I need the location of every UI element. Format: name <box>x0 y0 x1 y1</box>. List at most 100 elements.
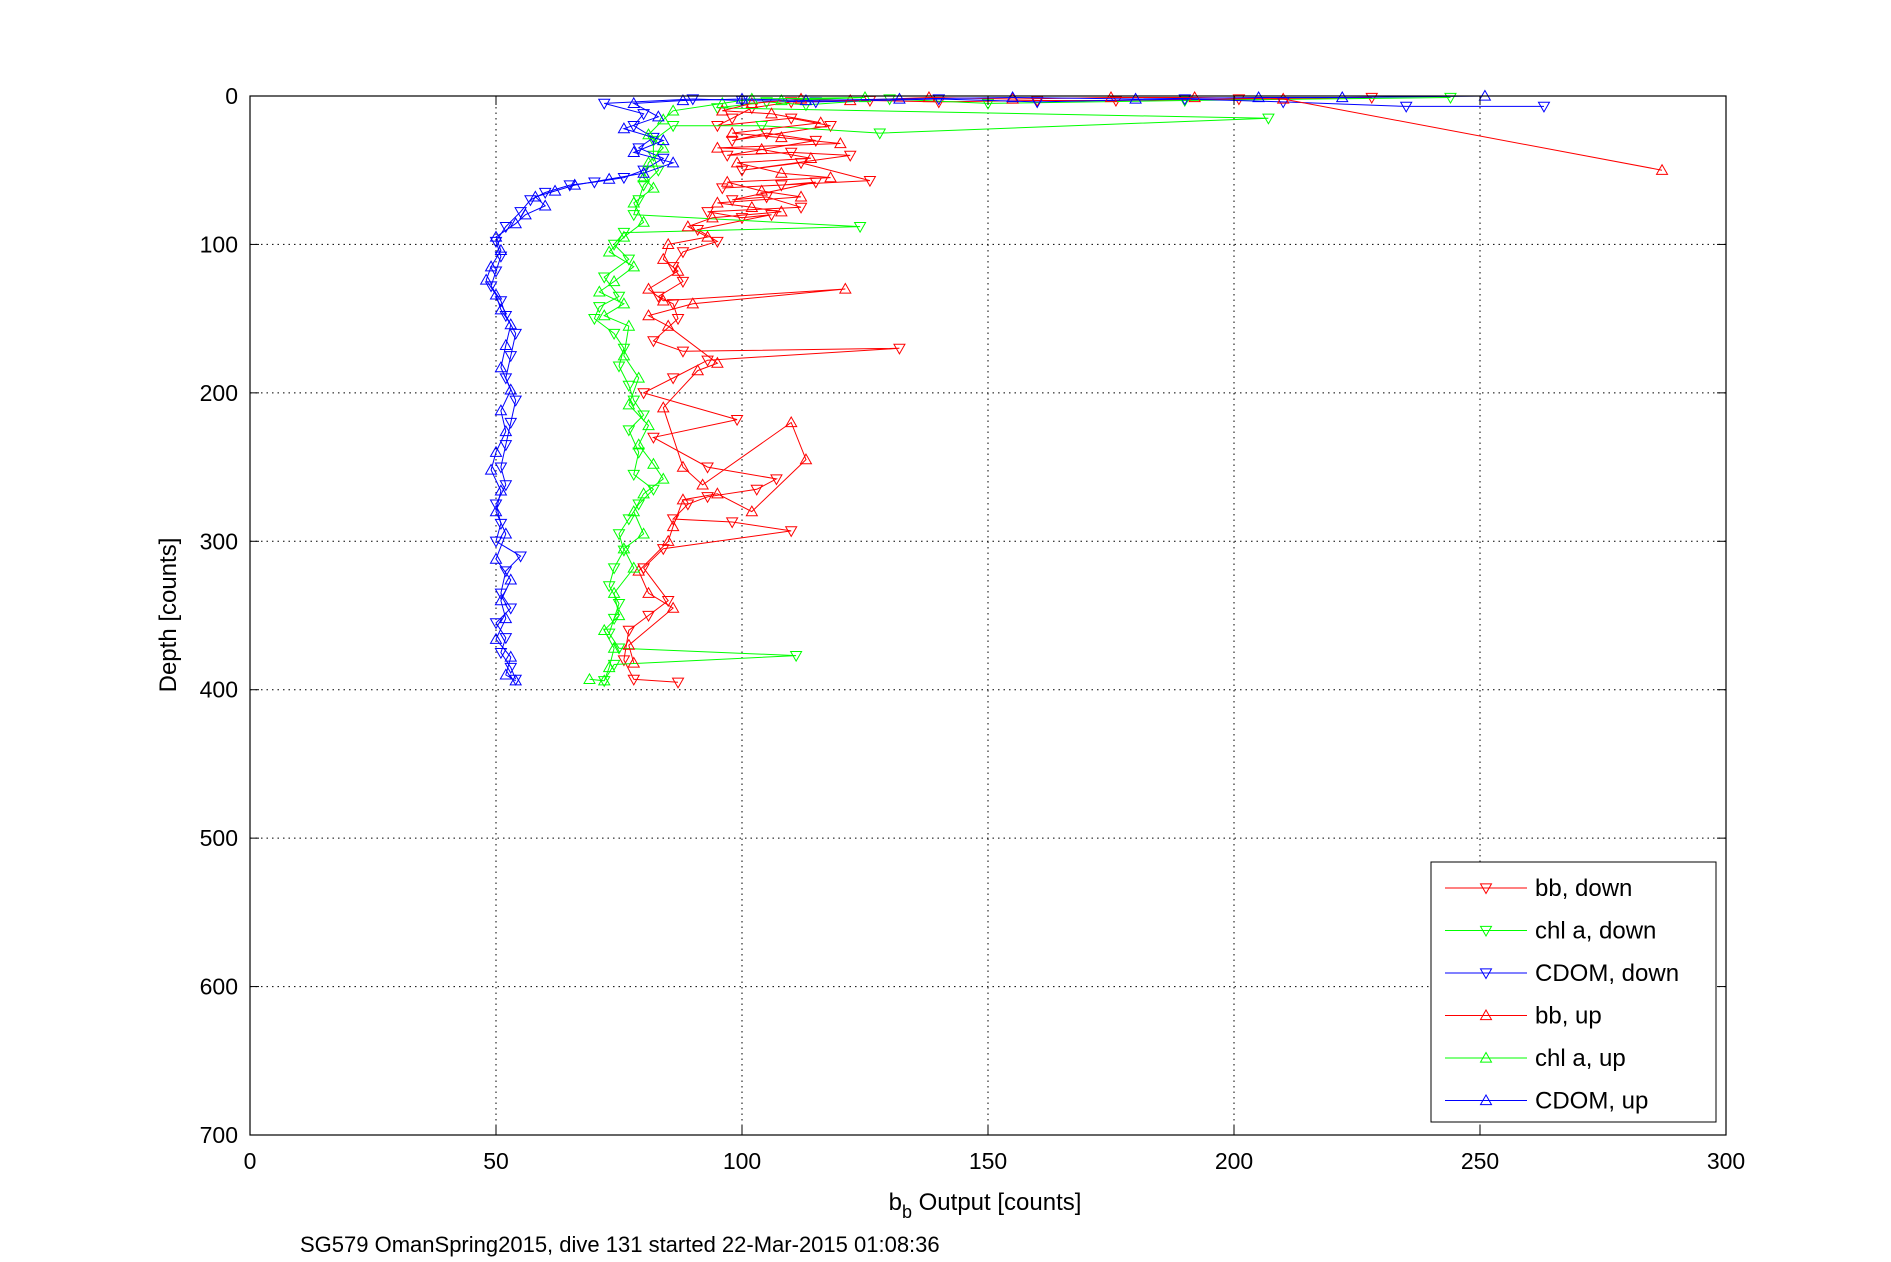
data-point-bb-up <box>745 200 759 212</box>
data-point-bb-down <box>843 150 857 162</box>
data-point-bb-up <box>676 493 690 505</box>
data-point-bb-up <box>656 252 670 264</box>
x-axis-label-rest: Output [counts] <box>912 1189 1081 1216</box>
data-point-bb-up <box>794 190 808 202</box>
data-point-chl-a-up <box>607 275 621 287</box>
data-point-bb-down <box>676 346 690 358</box>
data-point-bb-down <box>711 121 724 133</box>
data-point-cdom-up <box>799 93 813 106</box>
data-point-cdom-up <box>494 361 508 373</box>
data-point-bb-down <box>642 610 655 623</box>
data-point-cdom-up <box>494 404 508 416</box>
data-point-bb-up <box>1276 92 1290 104</box>
y-tick-label: 500 <box>200 825 238 851</box>
data-point-chl-a-up <box>632 438 646 450</box>
data-point-bb-up <box>838 282 852 294</box>
data-point-chl-a-up <box>656 113 670 125</box>
data-point-cdom-down <box>504 417 518 430</box>
data-point-bb-up <box>661 534 675 546</box>
data-point-cdom-up <box>494 243 508 255</box>
data-point-cdom-up <box>499 611 513 624</box>
data-point-cdom-down <box>509 395 523 407</box>
data-point-bb-down <box>893 343 906 355</box>
data-point-bb-down <box>784 147 798 159</box>
data-point-cdom-down <box>494 647 508 660</box>
data-point-bb-down <box>711 236 724 248</box>
data-point-chl-a-up <box>602 660 616 673</box>
data-point-bb-down <box>617 655 631 667</box>
data-point-bb-up <box>745 505 759 517</box>
data-point-cdom-down <box>1537 101 1551 113</box>
data-point-cdom-down <box>499 221 513 234</box>
x-axis-label: bb Output [counts] <box>889 1189 1082 1222</box>
data-point-bb-up <box>681 220 695 232</box>
data-point-bb-up <box>711 356 724 368</box>
data-point-bb-down <box>627 674 641 686</box>
data-point-cdom-up <box>568 178 582 190</box>
data-point-chl-a-up <box>622 319 636 331</box>
series-line-chl-a-down <box>593 97 1451 682</box>
figure-caption: SG579 OmanSpring2015, dive 131 started 2… <box>300 1232 940 1257</box>
data-point-bb-up <box>622 638 636 650</box>
data-point-bb-up <box>711 141 724 153</box>
data-point-chl-a-up <box>597 309 611 321</box>
data-point-bb-up <box>661 237 675 250</box>
y-tick-label: 400 <box>200 677 238 703</box>
data-point-chl-a-up <box>656 472 670 484</box>
data-point-cdom-down <box>489 266 503 278</box>
data-point-bb-up <box>804 151 818 163</box>
data-point-bb-down <box>725 517 739 529</box>
data-point-bb-down <box>730 414 744 427</box>
data-point-chl-a-down <box>602 581 616 593</box>
data-point-cdom-up <box>1478 89 1492 101</box>
data-point-bb-up <box>642 309 655 321</box>
data-point-chl-a-down <box>607 239 621 251</box>
data-point-chl-a-up <box>656 141 670 153</box>
data-point-cdom-up <box>548 184 562 196</box>
data-point-cdom-up <box>504 318 518 330</box>
y-tick-label: 0 <box>225 83 238 109</box>
data-point-chl-a-up <box>602 245 616 257</box>
data-point-chl-a-down <box>627 469 641 482</box>
x-axis-label-main: b <box>889 1189 902 1216</box>
legend-label: bb, up <box>1535 1003 1602 1030</box>
data-point-chl-a-up <box>637 527 650 539</box>
data-point-chl-a-up <box>642 128 655 140</box>
x-tick-label: 250 <box>1461 1148 1499 1174</box>
data-point-chl-a-down <box>622 254 636 266</box>
data-point-chl-a-down <box>607 328 621 340</box>
x-tick-label: 300 <box>1707 1148 1745 1174</box>
data-point-cdom-up <box>656 134 670 146</box>
data-point-chl-a-up <box>637 487 650 499</box>
data-point-cdom-up <box>489 505 503 517</box>
data-point-cdom-down <box>499 633 513 645</box>
data-point-bb-up <box>765 107 778 119</box>
data-point-chl-a-up <box>597 674 611 686</box>
data-point-chl-a-up <box>583 672 596 684</box>
data-point-cdom-down <box>1399 101 1413 113</box>
data-point-cdom-up <box>499 424 513 437</box>
data-point-bb-down <box>794 202 808 214</box>
data-point-bb-down <box>784 526 798 538</box>
data-point-bb-down <box>725 195 739 207</box>
legend-label: chl a, up <box>1535 1045 1626 1072</box>
data-point-chl-a-up <box>627 561 641 573</box>
x-tick-label: 150 <box>969 1148 1007 1174</box>
axis-ticks: 0 50 100 150 200 250 300 0 100 200 300 400 500 600 700 <box>200 83 1746 1174</box>
data-point-bb-down <box>725 113 739 125</box>
data-point-chl-a-up <box>607 641 621 653</box>
data-point-bb-down <box>715 183 729 195</box>
data-point-bb-up <box>922 90 936 103</box>
legend-marker <box>1479 883 1493 895</box>
data-point-chl-a-down <box>755 121 769 133</box>
data-point-cdom-down <box>499 566 513 578</box>
data-point-chl-a-up <box>745 92 759 104</box>
data-point-chl-a-down <box>632 499 646 511</box>
data-point-bb-up <box>671 264 685 276</box>
data-point-bb-down <box>666 262 680 274</box>
data-point-chl-a-up <box>632 371 646 383</box>
data-point-bb-up <box>730 156 744 168</box>
data-point-bb-up <box>656 294 670 306</box>
data-point-chl-a-down <box>627 210 641 222</box>
